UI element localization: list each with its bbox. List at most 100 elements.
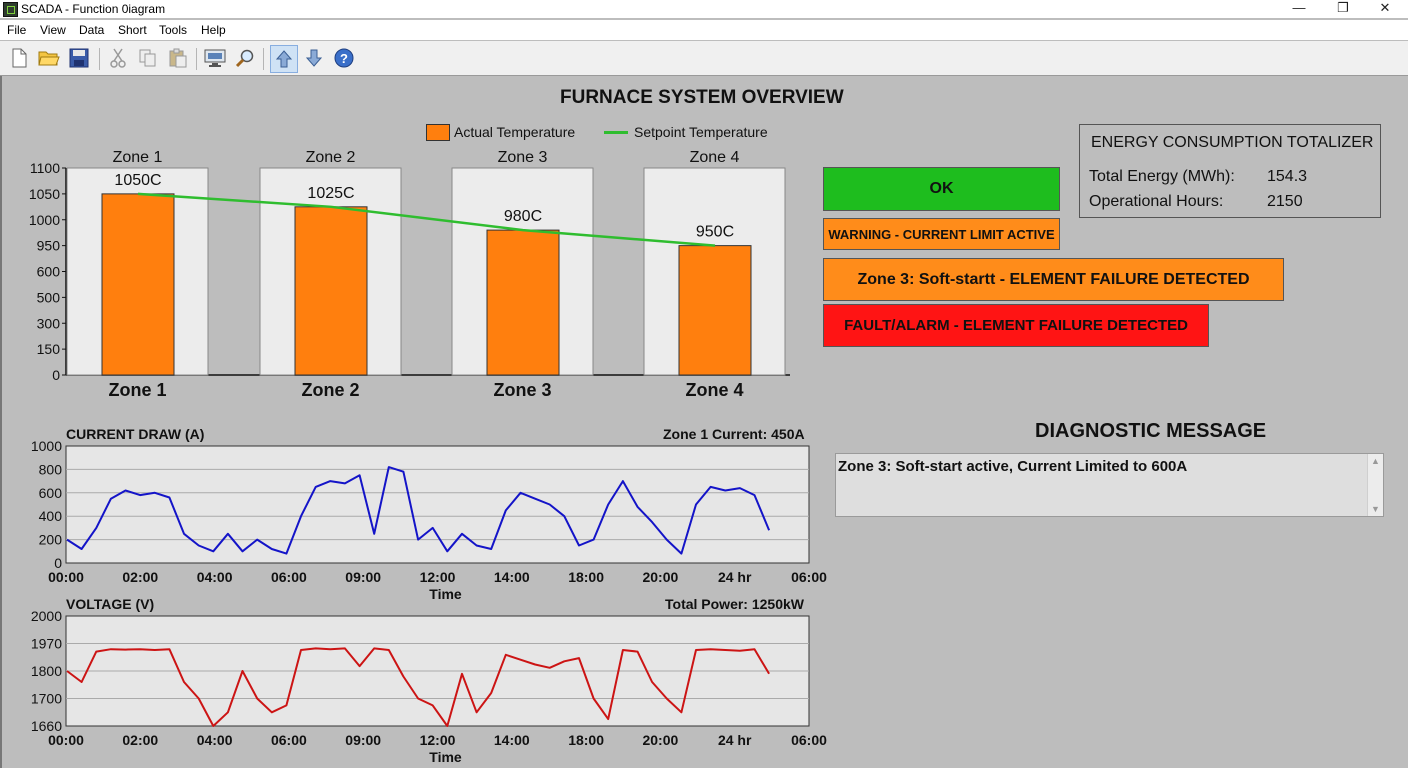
current-chart-y-tick-label: 800: [39, 461, 63, 477]
voltage-chart-x-tick-label: 06:00: [791, 732, 827, 748]
help-icon[interactable]: ?: [332, 46, 356, 70]
zone-bottom-label: Zone 2: [301, 380, 359, 400]
current-chart-y-tick-label: 0: [54, 555, 62, 571]
total-energy-value: 154.3: [1267, 168, 1308, 185]
status-fault-indicator: FAULT/ALARM - ELEMENT FAILURE DETECTED: [823, 304, 1209, 347]
close-button[interactable]: ✕: [1379, 0, 1391, 15]
bar-value-label: 950C: [696, 224, 734, 241]
current-chart-y-tick-label: 600: [39, 485, 63, 501]
maximize-button[interactable]: ❐: [1337, 0, 1349, 15]
y-tick-label: 600: [37, 264, 61, 280]
voltage-chart-x-tick-label: 09:00: [345, 732, 381, 748]
current-chart-x-tick-label: 06:00: [791, 569, 827, 585]
temperature-bar: [101, 193, 175, 376]
voltage-chart-x-tick-label: 18:00: [568, 732, 604, 748]
bar-value-label: 1025C: [307, 185, 354, 202]
scroll-up-icon[interactable]: ▲: [1371, 456, 1380, 466]
voltage-chart-x-tick-label: 20:00: [642, 732, 678, 748]
zone-top-label: Zone 3: [498, 149, 548, 166]
y-tick-label: 1000: [29, 212, 60, 228]
overview-title: FURNACE SYSTEM OVERVIEW: [560, 87, 844, 108]
scroll-down-icon[interactable]: ▼: [1371, 504, 1380, 514]
arrow-up-icon[interactable]: [270, 45, 298, 73]
save-icon[interactable]: [67, 46, 91, 70]
monitor-icon[interactable]: [203, 46, 227, 70]
diagnostic-title: DIAGNOSTIC MESSAGE: [1035, 420, 1267, 442]
y-tick-label: 300: [37, 315, 61, 331]
paste-icon[interactable]: [166, 46, 190, 70]
voltage-chart-y-tick-label: 1700: [31, 691, 62, 707]
toolbar: ?: [0, 41, 1408, 76]
voltage-chart-x-tick-label: 02:00: [122, 732, 158, 748]
menu-data[interactable]: Data: [79, 23, 105, 37]
status-warning-indicator: WARNING - CURRENT LIMIT ACTIVE: [823, 218, 1060, 250]
diagnostic-message-box[interactable]: Zone 3: Soft-start active, Current Limit…: [835, 453, 1384, 517]
copy-icon[interactable]: [136, 46, 160, 70]
current-chart-x-tick-label: 09:00: [345, 569, 381, 585]
current-chart-series-line: [66, 466, 771, 555]
diagnostic-scrollbar[interactable]: ▲ ▼: [1367, 454, 1383, 516]
zone-bottom-label: Zone 4: [685, 380, 743, 400]
diagnostic-message: Zone 3: Soft-start active, Current Limit…: [838, 458, 1188, 475]
zone-bottom-label: Zone 3: [493, 380, 551, 400]
current-chart-x-tick-label: 02:00: [122, 569, 158, 585]
temperature-bar-chart: 1100 1050 1000 950 600 500 300 150 0 Zone 1 Zone 1…: [29, 149, 790, 400]
voltage-chart-y-tick-label: 1800: [31, 663, 62, 679]
voltage-chart-x-label: Time: [429, 749, 462, 765]
operational-hours-value: 2150: [1267, 193, 1303, 210]
legend-setpoint-line: [604, 131, 628, 134]
arrow-down-icon[interactable]: [302, 46, 326, 70]
voltage-chart-y-tick-label: 2000: [31, 608, 62, 624]
voltage-chart-series-line: [66, 647, 770, 727]
legend-actual-label: Actual Temperature: [454, 124, 576, 140]
current-chart-y-tick-label: 1000: [31, 438, 62, 454]
current-chart-x-tick-label: 18:00: [568, 569, 604, 585]
voltage-chart-annotation: Total Power: 1250kW: [665, 596, 805, 612]
menu-tools[interactable]: Tools: [159, 23, 188, 37]
zone-top-label: Zone 2: [306, 149, 356, 166]
new-file-icon[interactable]: [7, 46, 31, 70]
voltage-chart-y-tick-label: 1660: [31, 718, 62, 734]
current-chart-y-tick-label: 200: [39, 532, 63, 548]
app-icon: [3, 2, 18, 17]
menu-short[interactable]: Short: [118, 23, 147, 37]
menu-view[interactable]: View: [40, 23, 66, 37]
zone-top-label: Zone 1: [113, 149, 163, 166]
bar-value-label: 980C: [504, 208, 542, 225]
current-chart-x-tick-label: 12:00: [420, 569, 456, 585]
cut-icon[interactable]: [106, 46, 130, 70]
zone-bottom-label: Zone 1: [108, 380, 166, 400]
voltage-chart-title: VOLTAGE (V): [66, 596, 155, 612]
voltage-chart-x-tick-label: 12:00: [420, 732, 456, 748]
total-energy-label: Total Energy (MWh):: [1089, 168, 1235, 185]
voltage-chart-x-tick-label: 00:00: [48, 732, 84, 748]
voltage-chart-x-tick-label: 24 hr: [718, 732, 752, 748]
y-tick-label: 150: [37, 341, 61, 357]
window-title: SCADA - Function 0iagram: [21, 2, 166, 16]
voltage-chart-x-tick-label: 06:00: [271, 732, 307, 748]
current-chart-x-tick-label: 20:00: [642, 569, 678, 585]
y-tick-label: 1050: [29, 186, 60, 202]
zone-top-label: Zone 4: [690, 149, 740, 166]
open-folder-icon[interactable]: [37, 46, 61, 70]
current-chart-x-tick-label: 04:00: [197, 569, 233, 585]
minimize-button[interactable]: —: [1292, 0, 1306, 15]
menu-file[interactable]: File: [7, 23, 27, 37]
bar-value-label: 1050C: [114, 172, 161, 189]
voltage-chart-x-tick-label: 14:00: [494, 732, 530, 748]
y-tick-label: 500: [37, 289, 61, 305]
current-chart-x-tick-label: 24 hr: [718, 569, 752, 585]
current-chart-x-tick-label: 06:00: [271, 569, 307, 585]
current-chart-title: CURRENT DRAW (A): [66, 426, 205, 442]
temperature-bar: [294, 206, 368, 376]
current-chart-x-tick-label: 14:00: [494, 569, 530, 585]
legend-setpoint-label: Setpoint Temperature: [634, 124, 768, 140]
current-chart-x-tick-label: 00:00: [48, 569, 84, 585]
search-icon[interactable]: [233, 46, 257, 70]
y-tick-label: 0: [52, 367, 60, 383]
menu-help[interactable]: Help: [201, 23, 226, 37]
legend-actual-swatch: [426, 124, 450, 141]
current-chart-annotation: Zone 1 Current: 450A: [663, 426, 805, 442]
temperature-bar: [486, 229, 560, 376]
